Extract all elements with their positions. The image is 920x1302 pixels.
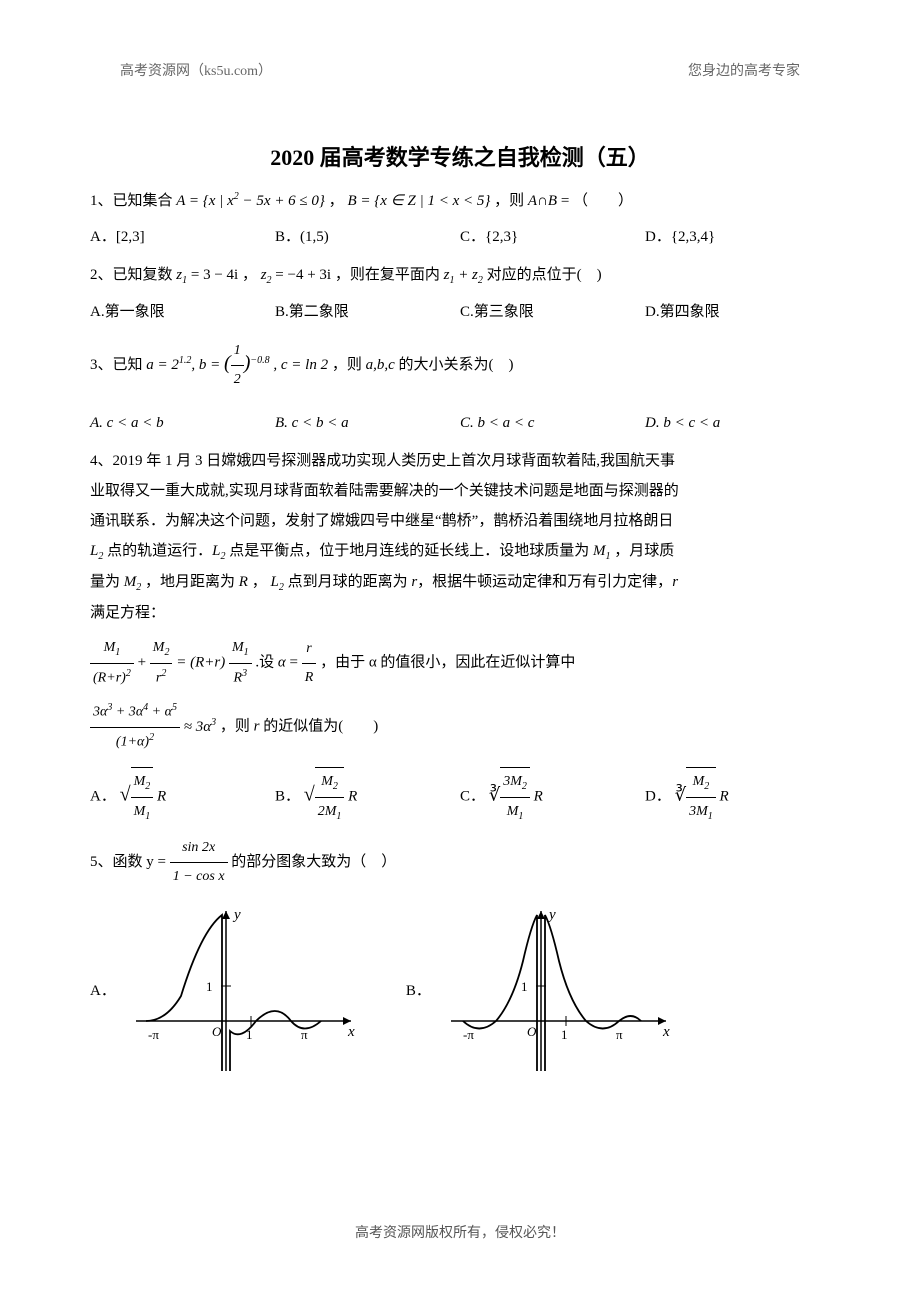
question-1: 1、已知集合 A = {x | x2 − 5x + 6 ≤ 0} ， B = {… [90,186,830,216]
question-3: 3、已知 a = 21.2, b = (12)−0.8 , c = ln 2 ，… [90,337,830,394]
q2-optD: D.第四象限 [645,297,800,327]
q4-line1: 4、2019 年 1 月 3 日嫦娥四号探测器成功实现人类历史上首次月球背面软着… [90,446,830,476]
q4-optC: C． ∛3M2M1 R [460,767,615,827]
q4-line5: 量为 M2 ，地月距离为 R ， L2 点到月球的距离为 r，根据牛顿运动定律和… [90,567,830,598]
header-right: 您身边的高考专家 [688,60,800,80]
q5-labelB: B． [406,976,431,1006]
q4-optD: D． ∛M23M1 R [645,767,800,827]
q4-options: A． √M2M1 R B． √M22M1 R C． ∛3M2M1 R D． ∛M… [90,767,830,827]
q4-optB: B． √M22M1 R [275,767,430,827]
q4-line2: 业取得又一重大成就,实现月球背面软着陆需要解决的一个关键技术问题是地面与探测器的 [90,476,830,506]
svg-text:1: 1 [561,1027,568,1042]
q4-line3: 通讯联系．为解决这个问题，发射了嫦娥四号中继星“鹊桥”，鹊桥沿着围绕地月拉格朗日 [90,506,830,536]
question-4: 4、2019 年 1 月 3 日嫦娥四号探测器成功实现人类历史上首次月球背面软着… [90,446,830,757]
q1-setB: B = {x ∈ Z | 1 < x < 5} [347,193,490,209]
q4-eq-suffix: .设 α = [255,655,301,671]
q4-optA: A． √M2M1 R [90,767,245,827]
q5-suffix: 的部分图象大致为（ ） [231,854,396,870]
q4-line6: 满足方程： [90,598,830,628]
graph-svg-A: y x O 1 1 π -π [126,901,366,1081]
q3-suffix: ，则 a,b,c 的大小关系为( ) [332,357,514,373]
q1-options: A．[2,3] B．(1,5) C．{2,3} D．{2,3,4} [90,222,830,252]
q1-optC: C．{2,3} [460,222,615,252]
q1-setA: A = {x | x2 − 5x + 6 ≤ 0} [176,193,325,209]
svg-text:x: x [662,1024,670,1040]
q4-line4: L2 点的轨道运行．L2 点是平衡点，位于地月连线的延长线上．设地球质量为 M1… [90,536,830,567]
q3-optD: D. b < c < a [645,408,800,438]
q2-options: A.第一象限 B.第二象限 C.第三象限 D.第四象限 [90,297,830,327]
q2-optB: B.第二象限 [275,297,430,327]
q5-graphs: A． y x O 1 1 π -π B． [90,901,830,1081]
svg-text:y: y [232,907,241,923]
graph-B: B． y x O 1 1 π -π [406,901,681,1081]
header-left: 高考资源网（ks5u.com） [120,60,272,80]
q3-optC: C. b < a < c [460,408,615,438]
page-footer: 高考资源网版权所有，侵权必究！ [0,1222,920,1242]
q3-prefix: 3、已知 [90,357,146,373]
graph-A: A． y x O 1 1 π -π [90,901,366,1081]
page-title: 2020 届高考数学专练之自我检测（五） [90,140,830,172]
q4-equation: M1(R+r)2 + M2r2 = (R+r) M1R3 .设 α = rR ，… [90,634,830,692]
svg-text:O: O [212,1024,222,1039]
svg-text:π: π [616,1027,623,1042]
q1-optD: D．{2,3,4} [645,222,800,252]
q4-approx: 3α3 + 3α4 + α5(1+α)2 ≈ 3α3 ，则 r 的近似值为( ) [90,698,830,756]
q1-optA: A．[2,3] [90,222,245,252]
page-header: 高考资源网（ks5u.com） 您身边的高考专家 [90,60,830,80]
q5-prefix: 5、函数 y = [90,854,170,870]
graph-svg-B: y x O 1 1 π -π [441,901,681,1081]
q5-labelA: A． [90,976,116,1006]
q1-prefix: 1、已知集合 [90,193,176,209]
content-area: 1、已知集合 A = {x | x2 − 5x + 6 ≤ 0} ， B = {… [90,186,830,1081]
q3-optA: A. c < a < b [90,408,245,438]
q4-eq-tail: ，由于 α 的值很小，因此在近似计算中 [320,655,575,671]
q1-optB: B．(1,5) [275,222,430,252]
q2-text: 2、已知复数 z1 = 3 − 4i ， z2 = −4 + 3i ，则在复平面… [90,267,602,283]
q1-suffix: ，则 A∩B = （ ） [494,193,633,209]
svg-text:1: 1 [521,979,528,994]
q3-expr: a = 21.2, b = (12)−0.8 , c = ln 2 [146,357,328,373]
q3-options: A. c < a < b B. c < b < a C. b < a < c D… [90,408,830,438]
q3-optB: B. c < b < a [275,408,430,438]
q2-optC: C.第三象限 [460,297,615,327]
question-5: 5、函数 y = sin 2x1 − cos x 的部分图象大致为（ ） [90,834,830,891]
svg-text:-π: -π [463,1027,474,1042]
question-2: 2、已知复数 z1 = 3 − 4i ， z2 = −4 + 3i ，则在复平面… [90,260,830,291]
svg-text:-π: -π [148,1027,159,1042]
q2-optA: A.第一象限 [90,297,245,327]
svg-text:1: 1 [206,979,213,994]
svg-text:O: O [527,1024,537,1039]
q1-middle: ， [329,193,348,209]
svg-text:x: x [347,1024,355,1040]
